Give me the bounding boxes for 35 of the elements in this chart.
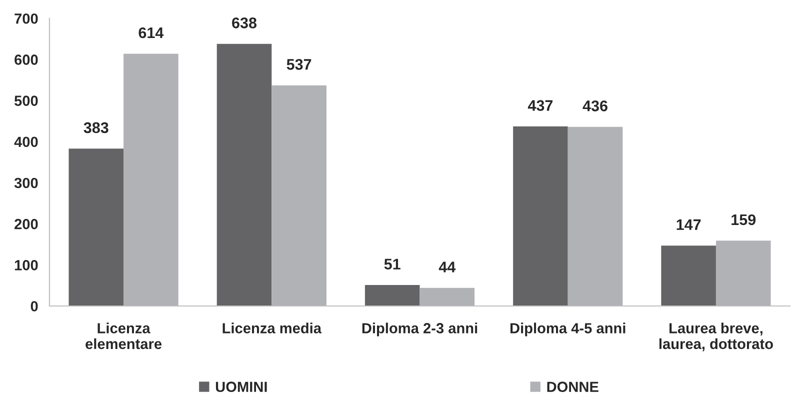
bar [420,288,475,306]
y-tick-label: 700 [14,13,38,24]
x-tick-label: Licenza elementare [86,322,162,350]
data-label: 383 [84,122,108,134]
data-label: 147 [676,219,701,230]
bar [364,285,420,306]
y-tick-label: 200 [14,218,38,230]
y-tick-label: 100 [14,260,38,270]
bar [216,44,272,306]
bar [68,148,124,306]
data-label: 437 [528,100,553,111]
bar [568,126,623,306]
bar [124,54,178,306]
data-label: 614 [138,27,164,38]
y-tick-label: 500 [14,96,38,106]
bar [716,240,771,306]
legend-label: UOMINI [216,382,267,392]
bar [513,126,568,306]
data-label: 638 [232,18,257,28]
bar [272,85,326,306]
data-label: 51 [384,258,400,270]
x-tick-label: Diploma 4-5 anni [510,322,626,336]
data-label: 159 [732,214,756,226]
bar [661,246,716,306]
legend-label: DONNE [547,382,598,392]
x-tick-label: Laurea breve, laurea, dottorato [659,322,773,352]
data-label: 44 [438,262,456,272]
data-label: 537 [286,59,312,70]
data-label: 436 [582,100,608,112]
y-tick-label: 400 [14,136,38,148]
y-tick-label: 600 [14,54,38,65]
x-tick-label: Licenza media [222,322,322,334]
y-tick-label: 300 [14,178,38,188]
x-tick-label: Diploma 2-3 anni [362,322,478,336]
y-tick-label: 0 [30,301,38,312]
